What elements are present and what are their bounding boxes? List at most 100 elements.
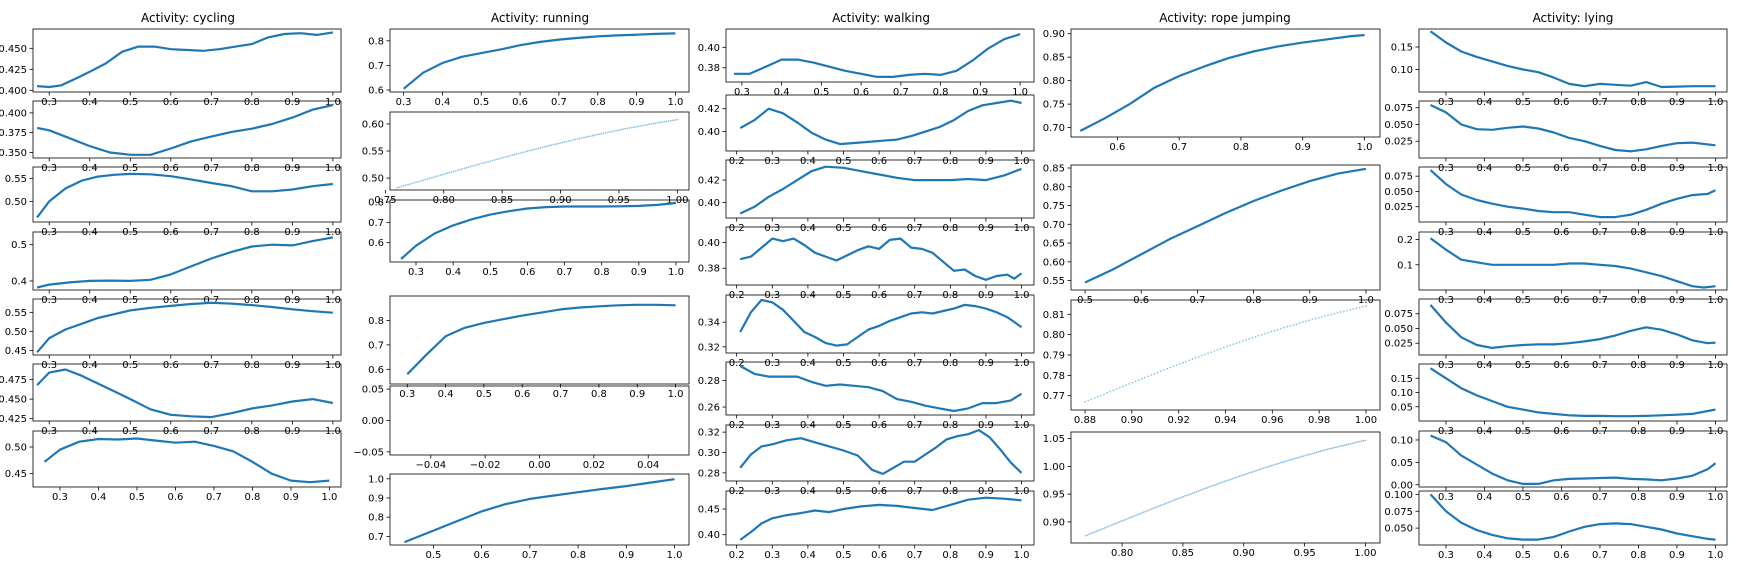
scatter-point bbox=[1232, 343, 1235, 346]
y-tick-label: 1.00 bbox=[1043, 462, 1065, 473]
x-tick-label: 0.3 bbox=[41, 295, 57, 306]
subplot: 0.2 0.3 0.4 0.5 0.6 0.7 0.8 0.9 1.0 0.38 0.40 bbox=[698, 226, 1035, 301]
scatter-point bbox=[1242, 474, 1245, 476]
scatter-point bbox=[506, 155, 509, 158]
y-tick-label: 0.75 bbox=[1043, 100, 1065, 111]
x-tick-label: 0.9 bbox=[978, 420, 994, 431]
y-tick-label: 1.05 bbox=[1043, 434, 1065, 445]
scatter-point bbox=[1207, 352, 1209, 355]
x-tick-label: 0.6 bbox=[871, 223, 887, 234]
scatter-point bbox=[561, 141, 564, 144]
y-tick-label: 0.50 bbox=[362, 174, 384, 185]
series-line bbox=[37, 31, 334, 89]
scatter-point bbox=[661, 121, 663, 123]
y-tick-label: 0.10 bbox=[1391, 388, 1413, 399]
scatter-point bbox=[1122, 385, 1124, 388]
scatter-point bbox=[1182, 361, 1184, 364]
series-line bbox=[1429, 493, 1716, 541]
x-tick-label: 0.7 bbox=[1592, 97, 1608, 108]
scatter-point bbox=[1103, 527, 1106, 529]
x-tick-label: 0.4 bbox=[800, 290, 816, 301]
x-tick-label: 0.3 bbox=[41, 227, 57, 238]
scatter-point bbox=[1219, 347, 1222, 350]
scatter-point bbox=[493, 159, 496, 161]
x-tick-label: 0.7 bbox=[907, 550, 923, 561]
scatter-point bbox=[1305, 320, 1307, 323]
scatter-point bbox=[1336, 312, 1339, 314]
scatter-point bbox=[1340, 445, 1342, 447]
axes-frame bbox=[1070, 164, 1381, 291]
x-tick-label: 0.4 bbox=[90, 492, 106, 503]
x-tick-label: 0.8 bbox=[1630, 360, 1646, 371]
y-tick-label: 0.4 bbox=[11, 276, 27, 287]
subplot: 0.3 0.4 0.5 0.6 0.7 0.8 0.9 1.0 0.45 0.50 bbox=[5, 430, 342, 503]
x-tick-label: 0.5 bbox=[473, 97, 489, 108]
scatter-point bbox=[1128, 383, 1131, 385]
scatter-point bbox=[1233, 477, 1235, 479]
scatter-point bbox=[1259, 468, 1262, 471]
scatter-point bbox=[1278, 462, 1280, 465]
scatter-point bbox=[1339, 311, 1342, 313]
y-tick-label: 0.81 bbox=[1043, 310, 1065, 321]
x-tick-label: 0.8 bbox=[1630, 163, 1646, 174]
series-line bbox=[739, 365, 1023, 413]
scatter-point bbox=[1109, 390, 1112, 393]
y-tick-label: 0.32 bbox=[698, 342, 720, 353]
scatter-point bbox=[602, 132, 605, 135]
x-tick-label: 1.0 bbox=[1707, 492, 1723, 503]
y-tick-label: 0.50 bbox=[5, 197, 27, 208]
x-tick-label: 1.0 bbox=[325, 426, 341, 437]
axes-frame bbox=[32, 363, 342, 422]
scatter-point bbox=[441, 173, 444, 176]
scatter-point bbox=[1194, 357, 1197, 359]
y-tick-label: 0.075 bbox=[1384, 507, 1413, 518]
scatter-point bbox=[635, 125, 637, 128]
x-tick-label: 1.0 bbox=[1707, 163, 1723, 174]
y-tick-label: 0.40 bbox=[698, 238, 720, 249]
series-line bbox=[404, 478, 675, 544]
scatter-point bbox=[1317, 450, 1320, 453]
scatter-point bbox=[1099, 394, 1102, 397]
y-tick-label: 0.025 bbox=[1384, 137, 1413, 148]
x-tick-label: 1.0 bbox=[1014, 290, 1030, 301]
scatter-point bbox=[613, 130, 616, 132]
scatter-point bbox=[1289, 459, 1292, 461]
scatter-point bbox=[1279, 327, 1282, 330]
scatter-point bbox=[1088, 533, 1091, 536]
scatter-point bbox=[424, 178, 427, 181]
scatter-point bbox=[606, 131, 609, 134]
scatter-point bbox=[415, 181, 418, 184]
scatter-point bbox=[659, 121, 661, 124]
x-tick-label: 0.7 bbox=[1592, 492, 1608, 503]
scatter-point bbox=[1204, 353, 1206, 356]
scatter-point bbox=[1342, 444, 1344, 447]
scatter-point bbox=[1313, 452, 1316, 454]
scatter-point bbox=[407, 183, 409, 186]
subplot: 0.2 0.3 0.4 0.5 0.6 0.7 0.8 0.9 1.0 0.32 0.34 bbox=[698, 294, 1035, 369]
subplot: 0.2 0.3 0.4 0.5 0.6 0.7 0.8 0.9 1.0 0.40 0.45 bbox=[698, 490, 1035, 561]
y-tick-label: 0.9 bbox=[368, 493, 384, 504]
scatter-point bbox=[535, 148, 537, 151]
scatter-point bbox=[1227, 479, 1230, 481]
y-tick-label: 0.80 bbox=[1043, 182, 1065, 193]
scatter-point bbox=[554, 143, 557, 146]
scatter-point bbox=[1325, 449, 1327, 451]
scatter-point bbox=[1358, 306, 1361, 309]
scatter-point bbox=[1255, 469, 1258, 472]
x-tick-label: 0.3 bbox=[41, 426, 57, 437]
y-tick-label: 0.55 bbox=[5, 174, 27, 185]
x-tick-label: 0.6 bbox=[1553, 295, 1569, 306]
axes-frame bbox=[1418, 490, 1728, 546]
x-tick-label: 1.0 bbox=[1014, 156, 1030, 167]
x-tick-label: 0.5 bbox=[836, 156, 852, 167]
x-tick-label: 0.7 bbox=[522, 550, 538, 561]
x-tick-label: 0.6 bbox=[871, 486, 887, 497]
x-tick-label: 0.02 bbox=[583, 460, 605, 471]
y-tick-label: 0.7 bbox=[368, 340, 384, 351]
scatter-point bbox=[496, 158, 498, 161]
x-tick-label: 0.4 bbox=[800, 486, 816, 497]
x-tick-label: 0.98 bbox=[1308, 415, 1330, 426]
x-tick-label: 0.3 bbox=[734, 87, 750, 98]
x-tick-label: 0.9 bbox=[978, 156, 994, 167]
x-tick-label: 0.8 bbox=[942, 486, 958, 497]
